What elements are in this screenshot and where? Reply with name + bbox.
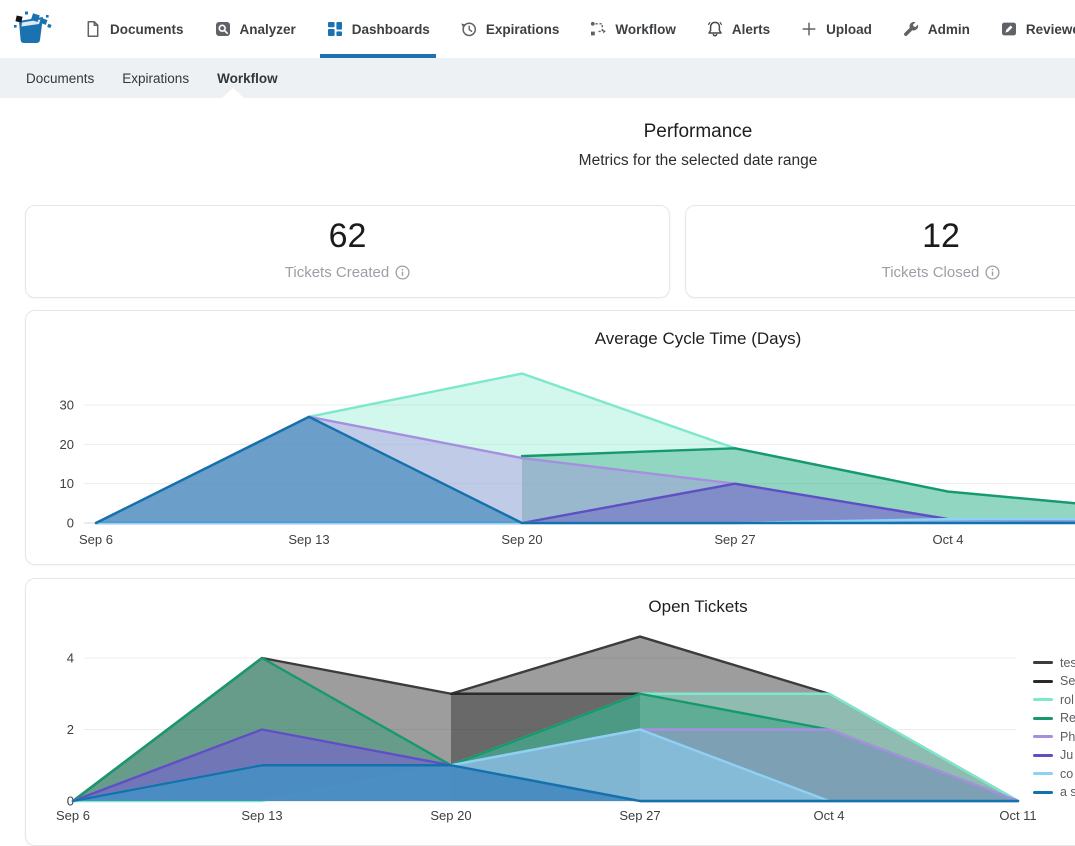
svg-text:Sep 6: Sep 6	[79, 532, 113, 547]
subtab-workflow[interactable]: Workflow	[217, 70, 278, 86]
svg-text:Sep 6: Sep 6	[56, 808, 90, 823]
legend-item[interactable]: Re	[1033, 711, 1075, 725]
top-navigation: Documents Analyzer Dashboards Expiration…	[0, 0, 1075, 58]
metric-label-text: Tickets Closed	[881, 264, 980, 282]
tickets-closed-label: Tickets Closed	[882, 264, 1001, 281]
legend-label: Ph	[1060, 729, 1075, 744]
legend-item[interactable]: co	[1033, 766, 1075, 781]
chart-card-open-tickets: Open Tickets 0 2 4 Sep 6 Sep 13 Sep 20 Sep 27 O…	[25, 578, 1075, 846]
svg-text:Sep 13: Sep 13	[241, 808, 282, 823]
nav-item-analyzer[interactable]: Analyzer	[214, 0, 296, 58]
nav-item-expirations[interactable]: Expirations	[460, 0, 560, 58]
nav-item-documents[interactable]: Documents	[84, 0, 184, 58]
legend-item[interactable]: Se	[1033, 674, 1075, 688]
metric-card-tickets-closed: 12 Tickets Closed	[685, 205, 1075, 298]
svg-text:0: 0	[67, 516, 74, 531]
svg-text:10: 10	[60, 476, 74, 491]
svg-text:Sep 20: Sep 20	[430, 808, 471, 823]
wrench-icon	[903, 21, 918, 36]
page-subtitle: Metrics for the selected date range	[578, 152, 818, 169]
subtab-documents[interactable]: Documents	[26, 70, 95, 86]
svg-text:Sep 27: Sep 27	[619, 808, 660, 823]
legend-swatch	[1033, 790, 1053, 794]
nav-item-reviewer[interactable]: Reviewer	[1000, 0, 1075, 58]
dashboard-subnav: Documents Expirations Workflow	[0, 58, 1075, 98]
tickets-closed-value: 12	[922, 217, 960, 255]
nav-item-label: Upload	[826, 21, 872, 37]
plus-icon	[802, 22, 816, 36]
legend-label: Re	[1060, 711, 1075, 725]
nav-item-alerts[interactable]: Alerts	[706, 0, 770, 58]
legend-swatch	[1033, 698, 1053, 701]
svg-text:Sep 27: Sep 27	[714, 532, 755, 547]
svg-text:Oct 4: Oct 4	[813, 808, 844, 823]
legend-swatch	[1033, 661, 1053, 664]
svg-text:Oct 4: Oct 4	[932, 532, 963, 547]
dashboards-grid-icon	[327, 22, 342, 36]
nav-item-workflow[interactable]: Workflow	[589, 0, 676, 58]
legend-item[interactable]: a s	[1033, 785, 1075, 799]
reviewer-pen-icon	[1001, 22, 1016, 36]
nav-item-label: Expirations	[485, 21, 560, 37]
legend-swatch	[1033, 735, 1053, 738]
nav-item-label: Workflow	[615, 21, 676, 37]
chart-title-average-cycle-time: Average Cycle Time (Days)	[594, 329, 802, 348]
history-clock-icon	[461, 22, 476, 37]
nav-item-upload[interactable]: Upload	[800, 0, 872, 58]
legend-label: rol	[1060, 692, 1074, 707]
svg-text:Oct 11: Oct 11	[999, 808, 1036, 823]
nav-item-admin[interactable]: Admin	[902, 0, 970, 58]
analyzer-icon	[215, 22, 230, 36]
tickets-created-value: 62	[328, 217, 367, 255]
legend-swatch	[1033, 772, 1053, 775]
open-tickets-chart: 0 2 4 Sep 6 Sep 13 Sep 20 Sep 27 Oct 4 Oct 11	[56, 635, 1037, 823]
tickets-created-label: Tickets Created	[285, 264, 410, 281]
legend-label: Ju	[1060, 748, 1074, 762]
svg-text:0: 0	[67, 794, 74, 809]
svg-text:Sep 13: Sep 13	[288, 532, 329, 547]
legend-swatch	[1033, 679, 1053, 683]
nav-item-label: Admin	[927, 21, 970, 37]
document-icon	[87, 21, 99, 37]
legend-swatch	[1033, 716, 1053, 720]
app-logo[interactable]	[12, 8, 54, 50]
chart-card-average-cycle-time: Average Cycle Time (Days) 0 10 20 30 Sep 6 Se…	[25, 310, 1075, 565]
chart-title-open-tickets: Open Tickets	[648, 597, 748, 616]
active-tab-notch	[222, 88, 244, 98]
legend-item[interactable]: tes	[1033, 655, 1075, 670]
svg-text:Sep 20: Sep 20	[501, 532, 542, 547]
info-icon[interactable]	[395, 265, 410, 280]
nav-item-label: Reviewer	[1025, 21, 1075, 37]
svg-text:20: 20	[60, 437, 74, 452]
bucket-logo-icon	[14, 11, 52, 43]
nav-item-label: Documents	[110, 21, 184, 37]
workflow-icon	[591, 21, 607, 36]
info-icon[interactable]	[985, 265, 1000, 280]
legend-item[interactable]: rol	[1033, 692, 1075, 707]
legend-item[interactable]: Ph	[1033, 729, 1075, 744]
nav-item-label: Analyzer	[239, 21, 296, 37]
metric-card-tickets-created: 62 Tickets Created	[25, 205, 670, 298]
svg-text:4: 4	[67, 651, 74, 666]
legend-label: tes	[1060, 655, 1075, 670]
subtab-expirations[interactable]: Expirations	[122, 70, 190, 86]
bell-icon	[707, 21, 722, 37]
legend-label: a s	[1060, 785, 1075, 799]
legend-label: co	[1060, 766, 1074, 781]
nav-item-dashboards[interactable]: Dashboards	[319, 0, 436, 58]
svg-text:30: 30	[60, 398, 74, 413]
nav-item-label: Alerts	[731, 21, 771, 37]
page-title: Performance	[643, 121, 753, 142]
legend-swatch	[1033, 753, 1053, 757]
nav-item-label: Dashboards	[351, 21, 430, 37]
svg-text:2: 2	[67, 722, 74, 737]
metric-label-text: Tickets Created	[284, 264, 390, 282]
open-tickets-legend: tes Se rol Re Ph Ju co a s	[1033, 656, 1075, 799]
legend-item[interactable]: Ju	[1033, 748, 1075, 762]
legend-label: Se	[1060, 674, 1075, 688]
